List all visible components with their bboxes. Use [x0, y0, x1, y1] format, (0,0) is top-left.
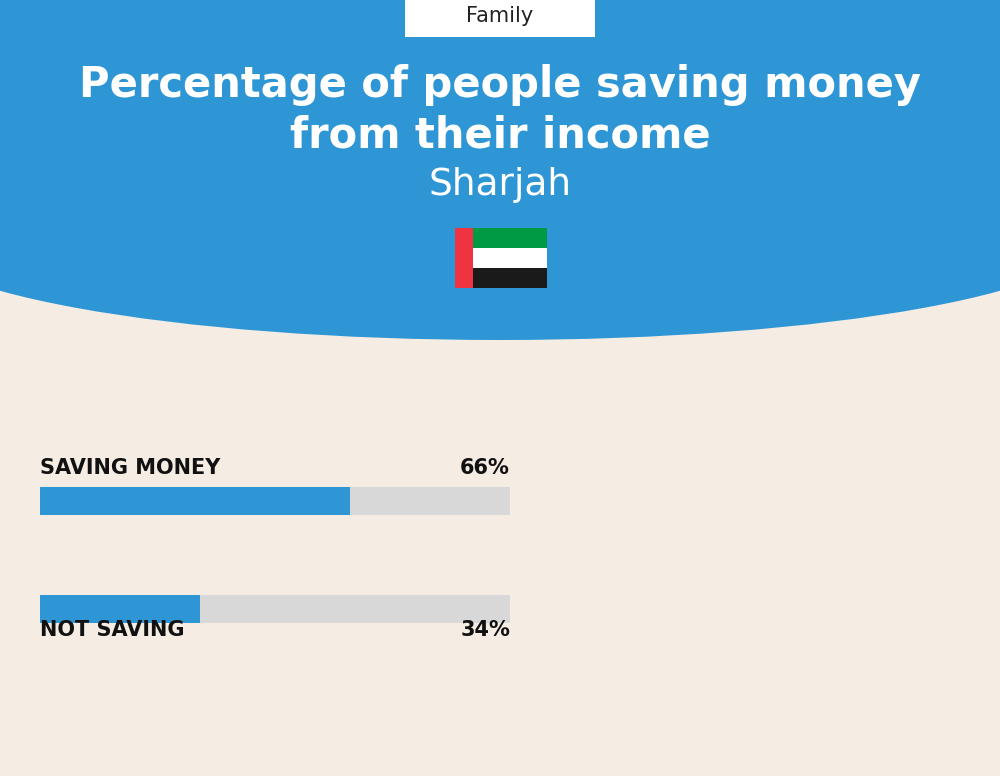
Bar	[0, 0, 1000, 230]
Text: from their income: from their income	[290, 114, 710, 156]
Bar	[40, 595, 510, 623]
FancyBboxPatch shape	[405, 0, 595, 37]
Text: 34%: 34%	[460, 620, 510, 640]
Bar	[40, 487, 510, 515]
Text: Family: Family	[466, 6, 534, 26]
Text: SAVING MONEY: SAVING MONEY	[40, 458, 220, 478]
Text: NOT SAVING: NOT SAVING	[40, 620, 184, 640]
Text: 66%: 66%	[460, 458, 510, 478]
Bar	[473, 248, 547, 268]
Bar	[473, 228, 547, 248]
Bar	[40, 595, 200, 623]
Text: Sharjah: Sharjah	[428, 167, 572, 203]
Bar	[40, 487, 350, 515]
Ellipse shape	[0, 120, 1000, 340]
Bar	[473, 268, 547, 288]
Text: Percentage of people saving money: Percentage of people saving money	[79, 64, 921, 106]
Bar	[455, 228, 473, 288]
